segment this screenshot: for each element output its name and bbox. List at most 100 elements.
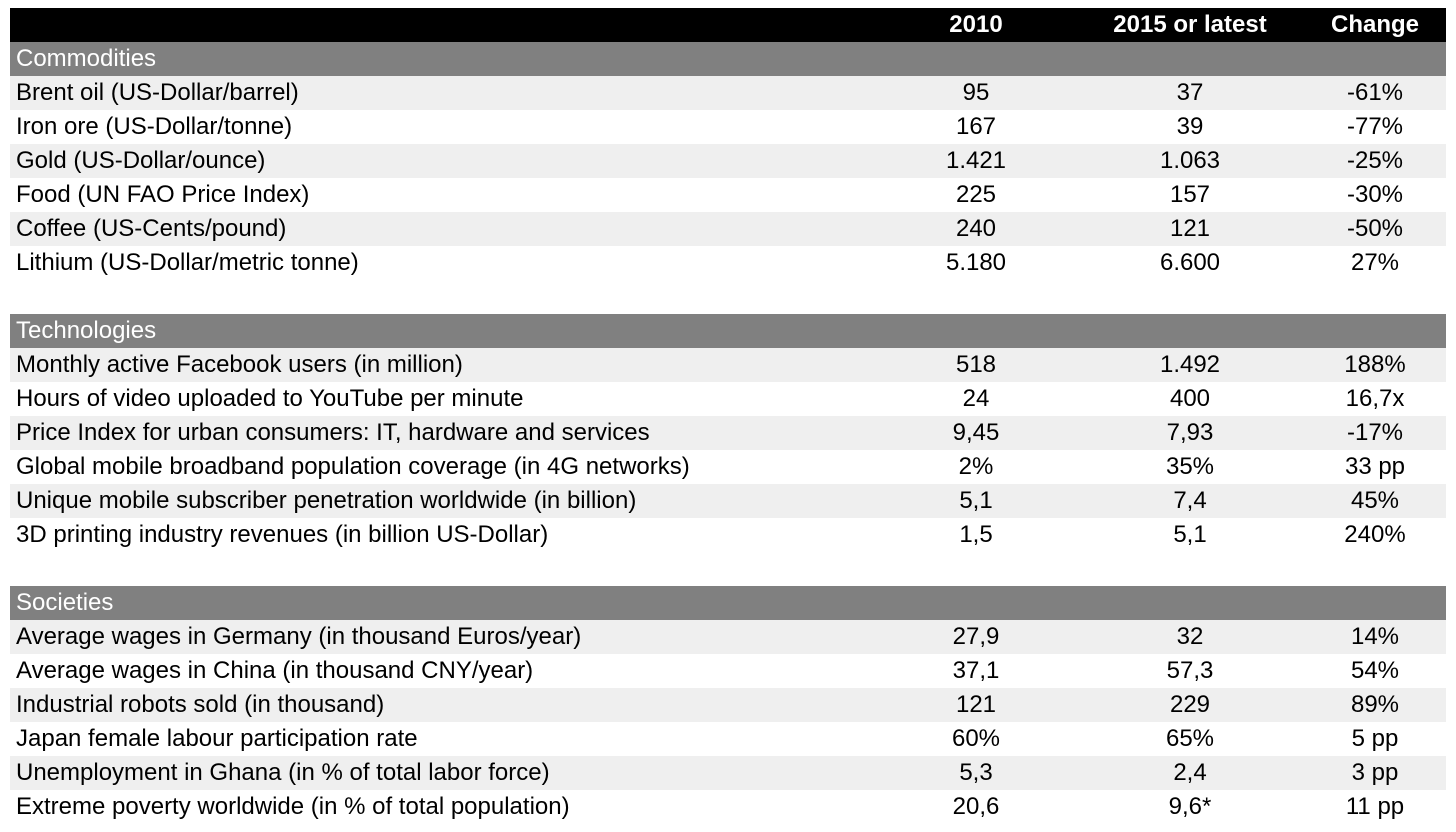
value-2010: 24 (962, 385, 990, 412)
value-change: -30% (1346, 181, 1404, 208)
value-change: -77% (1346, 113, 1404, 140)
table-row: Unemployment in Ghana (in % of total lab… (10, 756, 1446, 790)
table-row: Average wages in Germany (in thousand Eu… (10, 620, 1446, 654)
header-2015-or-latest: 2015 or latest (1113, 11, 1267, 38)
value-2015: 1.063 (1159, 147, 1221, 174)
value-2010: 5,1 (959, 487, 993, 514)
row-label: Global mobile broadband population cover… (16, 453, 690, 480)
table-row: Extreme poverty worldwide (in % of total… (10, 790, 1446, 824)
section-header-technologies: Technologies (10, 314, 1446, 348)
value-2010: 1,5 (959, 521, 993, 548)
header-2010: 2010 (949, 11, 1003, 38)
value-2010: 20,6 (952, 793, 1000, 820)
value-change: 33 pp (1344, 453, 1406, 480)
value-2015: 400 (1169, 385, 1211, 412)
value-2010: 27,9 (952, 623, 1000, 650)
header-change: Change (1330, 11, 1419, 38)
value-2015: 157 (1169, 181, 1211, 208)
value-2015: 1.492 (1159, 351, 1221, 378)
table-row: Japan female labour participation rate 6… (10, 722, 1446, 756)
row-label: Food (UN FAO Price Index) (16, 181, 310, 208)
table-row: Price Index for urban consumers: IT, har… (10, 416, 1446, 450)
row-label: Price Index for urban consumers: IT, har… (16, 419, 650, 446)
value-2015: 229 (1169, 691, 1211, 718)
value-2015: 5,1 (1173, 521, 1207, 548)
row-label: Coffee (US-Cents/pound) (16, 215, 287, 242)
value-2010: 225 (955, 181, 997, 208)
value-2010: 37,1 (952, 657, 1000, 684)
row-label: Average wages in China (in thousand CNY/… (16, 657, 534, 684)
value-change: -61% (1346, 79, 1404, 106)
value-2010: 60% (951, 725, 1001, 752)
row-label: Lithium (US-Dollar/metric tonne) (16, 249, 359, 276)
section-title: Commodities (16, 45, 157, 72)
row-label: Gold (US-Dollar/ounce) (16, 147, 266, 174)
table-row: Brent oil (US-Dollar/barrel) 95 37 -61% (10, 76, 1446, 110)
value-change: 14% (1350, 623, 1400, 650)
value-2010: 2% (958, 453, 994, 480)
value-2015: 7,4 (1173, 487, 1207, 514)
section-header-commodities: Commodities (10, 42, 1446, 76)
value-change: 188% (1344, 351, 1406, 378)
value-2015: 32 (1176, 623, 1204, 650)
value-2010: 1.421 (945, 147, 1007, 174)
value-2010: 167 (955, 113, 997, 140)
value-change: 16,7x (1345, 385, 1405, 412)
value-2015: 2,4 (1173, 759, 1207, 786)
table-row: Hours of video uploaded to YouTube per m… (10, 382, 1446, 416)
row-label: Average wages in Germany (in thousand Eu… (16, 623, 582, 650)
row-label: Japan female labour participation rate (16, 725, 418, 752)
table-row: Global mobile broadband population cover… (10, 450, 1446, 484)
row-label: Hours of video uploaded to YouTube per m… (16, 385, 524, 412)
value-2010: 518 (955, 351, 997, 378)
value-2010: 240 (955, 215, 997, 242)
row-label: Iron ore (US-Dollar/tonne) (16, 113, 293, 140)
value-change: 54% (1350, 657, 1400, 684)
row-label: 3D printing industry revenues (in billio… (16, 521, 549, 548)
section-spacer (10, 552, 1446, 586)
value-change: 89% (1350, 691, 1400, 718)
table-row: Monthly active Facebook users (in millio… (10, 348, 1446, 382)
value-2015: 35% (1165, 453, 1215, 480)
table-row: Gold (US-Dollar/ounce) 1.421 1.063 -25% (10, 144, 1446, 178)
value-change: -17% (1346, 419, 1404, 446)
section-header-societies: Societies (10, 586, 1446, 620)
value-change: 27% (1350, 249, 1400, 276)
value-2015: 9,6* (1168, 793, 1212, 820)
value-change: 5 pp (1351, 725, 1399, 752)
section-spacer (10, 280, 1446, 314)
table-header: 2010 2015 or latest Change (10, 8, 1446, 42)
value-2015: 7,93 (1166, 419, 1214, 446)
table-row: Iron ore (US-Dollar/tonne) 167 39 -77% (10, 110, 1446, 144)
value-2010: 95 (962, 79, 990, 106)
table-row: Coffee (US-Cents/pound) 240 121 -50% (10, 212, 1446, 246)
value-2015: 6.600 (1159, 249, 1221, 276)
value-2015: 57,3 (1166, 657, 1214, 684)
row-label: Unemployment in Ghana (in % of total lab… (16, 759, 550, 786)
table-row: Lithium (US-Dollar/metric tonne) 5.180 6… (10, 246, 1446, 280)
value-change: -25% (1346, 147, 1404, 174)
value-2015: 65% (1165, 725, 1215, 752)
value-2010: 5,3 (959, 759, 993, 786)
value-2010: 9,45 (952, 419, 1000, 446)
value-change: 45% (1350, 487, 1400, 514)
value-change: 240% (1344, 521, 1406, 548)
row-label: Unique mobile subscriber penetration wor… (16, 487, 637, 514)
table-row: Unique mobile subscriber penetration wor… (10, 484, 1446, 518)
value-change: 11 pp (1345, 793, 1405, 820)
value-2015: 37 (1176, 79, 1204, 106)
table-row: 3D printing industry revenues (in billio… (10, 518, 1446, 552)
row-label: Monthly active Facebook users (in millio… (16, 351, 463, 378)
data-table: 2010 2015 or latest Change Commodities B… (10, 8, 1446, 824)
value-change: 3 pp (1351, 759, 1399, 786)
table-row: Industrial robots sold (in thousand) 121… (10, 688, 1446, 722)
section-title: Societies (16, 589, 114, 616)
section-title: Technologies (16, 317, 157, 344)
row-label: Industrial robots sold (in thousand) (16, 691, 385, 718)
row-label: Extreme poverty worldwide (in % of total… (16, 793, 570, 820)
row-label: Brent oil (US-Dollar/barrel) (16, 79, 299, 106)
value-2015: 39 (1176, 113, 1204, 140)
value-2010: 121 (955, 691, 997, 718)
table-row: Average wages in China (in thousand CNY/… (10, 654, 1446, 688)
value-change: -50% (1346, 215, 1404, 242)
